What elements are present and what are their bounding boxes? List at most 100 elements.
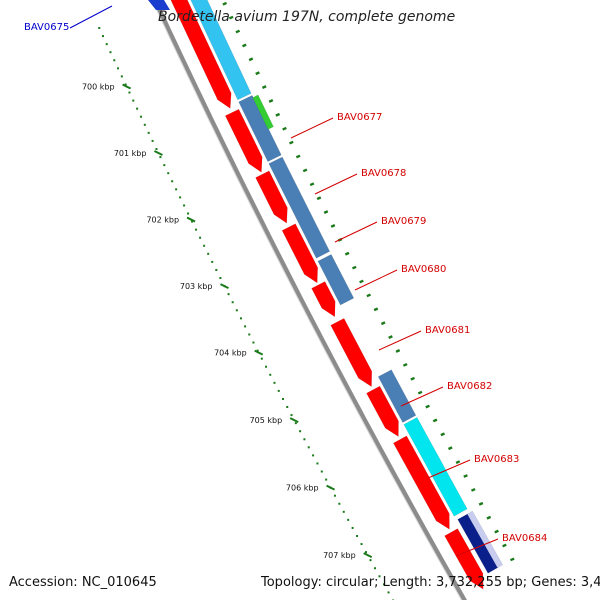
tick-label: 706 kbp xyxy=(286,484,319,493)
feature-block xyxy=(317,254,355,306)
ruler-dot xyxy=(369,559,372,562)
ruler-dot xyxy=(128,91,131,94)
ruler-dash xyxy=(402,362,408,367)
cds-arrow xyxy=(311,281,336,318)
feature-block xyxy=(377,369,417,423)
cds-arrow xyxy=(255,170,288,224)
feature-block xyxy=(403,417,468,517)
tick-mark xyxy=(186,216,196,223)
feature-block xyxy=(268,156,331,259)
gene-label-bav0675: BAV0675 xyxy=(24,22,69,33)
ruler-dot xyxy=(132,99,135,102)
gene-leader-line xyxy=(378,330,422,351)
tick-label: 707 kbp xyxy=(323,551,356,560)
ruler-dash xyxy=(330,224,336,228)
ruler-dash xyxy=(432,418,438,423)
ruler-dash xyxy=(359,279,364,284)
tick-ruler: 700 kbp 701 kbp 702 kbp 703 kbp 704 kbp 705 k… xyxy=(82,1,515,600)
feature-block xyxy=(148,0,170,10)
ruler-dash xyxy=(373,307,379,312)
gene-label-bav0678: BAV0678 xyxy=(361,168,406,179)
ruler-dash xyxy=(494,529,499,534)
gene-labels: BAV0675 BAV0677 BAV0678 BAV0679 BAV0680 BAV06… xyxy=(24,5,547,557)
ruler-dash xyxy=(275,112,281,117)
ruler-dash xyxy=(463,474,468,478)
tick-mark xyxy=(326,484,335,491)
ruler-dot xyxy=(325,478,328,481)
ruler-dot xyxy=(113,59,116,62)
backbone-highlight xyxy=(151,0,463,600)
tick-mark xyxy=(289,417,299,424)
ruler-dot xyxy=(269,373,272,376)
ruler-dot xyxy=(235,309,238,312)
feature-track xyxy=(148,0,504,590)
ruler-dash xyxy=(470,487,476,492)
ruler-dot xyxy=(159,156,162,159)
cds-arrow xyxy=(224,108,263,173)
feature-block xyxy=(190,0,252,101)
gene-label-bav0684: BAV0684 xyxy=(502,533,547,544)
tick-mark xyxy=(254,349,264,356)
ruler-dot xyxy=(109,51,112,54)
ruler-dot xyxy=(356,534,359,537)
ruler-dot xyxy=(105,43,108,46)
feature-block xyxy=(457,513,499,574)
ruler-dash xyxy=(316,196,322,201)
ruler-dash xyxy=(228,15,234,20)
ruler-dot xyxy=(387,591,390,594)
ruler-dash xyxy=(242,43,247,48)
cds-arrow xyxy=(393,435,450,530)
tick-label: 705 kbp xyxy=(250,416,283,425)
ruler-dash xyxy=(417,390,423,395)
tick-mark xyxy=(220,283,229,289)
ruler-dot xyxy=(252,341,255,344)
gene-leader-line xyxy=(427,459,471,479)
feature-block xyxy=(466,510,504,569)
ruler-dot xyxy=(195,228,198,231)
ruler-dot xyxy=(256,349,259,352)
gene-leader-line xyxy=(314,173,358,195)
ruler-dash xyxy=(502,543,507,548)
ruler-dot xyxy=(316,462,319,465)
ruler-dot xyxy=(155,147,158,150)
ruler-dot xyxy=(203,244,206,247)
ruler-dot xyxy=(303,438,306,441)
accession-text: Accession: NC_010645 xyxy=(9,575,157,590)
gene-leader-line xyxy=(400,386,444,407)
ruler-dot xyxy=(248,333,251,336)
ruler-dot xyxy=(117,67,120,70)
ruler-dash xyxy=(395,349,401,353)
genome-backbone xyxy=(151,0,467,600)
ruler-dot xyxy=(378,575,381,578)
ruler-dot xyxy=(312,454,315,457)
ruler-dot xyxy=(347,518,350,521)
ruler-dash xyxy=(478,501,484,506)
gene-label-bav0677: BAV0677 xyxy=(337,112,382,123)
ruler-dash xyxy=(486,515,492,520)
ruler-dash xyxy=(222,1,228,6)
ruler-dot xyxy=(277,389,280,392)
ruler-dot xyxy=(215,268,218,271)
ruler-dot xyxy=(360,543,363,546)
ruler-dot xyxy=(199,236,202,239)
ruler-dash xyxy=(440,432,446,437)
ruler-dot xyxy=(211,260,214,263)
ruler-dash xyxy=(351,265,357,270)
ruler-dot xyxy=(338,502,341,505)
cds-arrow xyxy=(170,0,232,109)
ruler-dot xyxy=(281,397,284,400)
gene-leader-line xyxy=(334,221,378,243)
ruler-dot xyxy=(143,123,146,126)
ruler-dot xyxy=(286,406,289,409)
tick-label: 701 kbp xyxy=(114,149,147,158)
ruler-dot xyxy=(151,139,154,142)
ruler-dash xyxy=(410,376,415,381)
ruler-dash xyxy=(323,210,329,214)
gene-label-bav0679: BAV0679 xyxy=(381,216,426,227)
gene-leader-line xyxy=(69,5,113,29)
ruler-dot xyxy=(98,27,101,30)
ruler-dot xyxy=(294,422,297,425)
ruler-dash xyxy=(380,321,386,326)
tick-mark xyxy=(122,83,132,90)
